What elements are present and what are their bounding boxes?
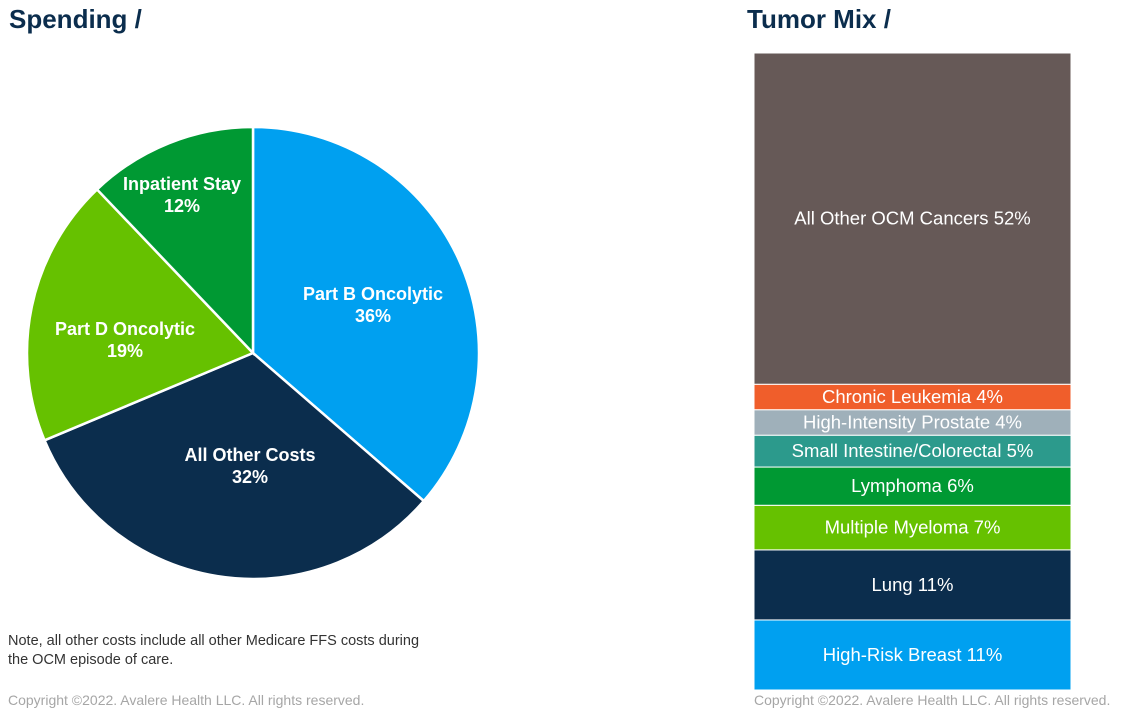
pie-value-all-other-costs: 32%: [232, 467, 268, 487]
segment-label-lung-11: Lung 11%: [872, 574, 954, 595]
segment-small-intestine-colorectal-5: [753, 434, 1072, 468]
segment-all-other-ocm-cancers-52: [753, 52, 1072, 385]
segment-label-lymphoma-6: Lymphoma 6%: [851, 475, 974, 496]
segment-high-risk-breast-11: [753, 619, 1072, 691]
segment-lymphoma-6: [753, 466, 1072, 506]
segment-lung-11: [753, 549, 1072, 621]
footnote: Note, all other costs include all other …: [8, 633, 420, 668]
copyright-left: Copyright ©2022. Avalere Health LLC. All…: [8, 692, 365, 708]
pie-value-part-d-oncolytic: 19%: [107, 341, 143, 361]
segment-chronic-leukemia-4: [753, 383, 1072, 411]
pie-label-part-b-oncolytic: Part B Oncolytic: [303, 284, 443, 304]
pie-value-inpatient-stay: 12%: [164, 196, 200, 216]
segment-label-chronic-leukemia-4: Chronic Leukemia 4%: [822, 386, 1003, 407]
tumor-mix-title: Tumor Mix /: [747, 4, 891, 34]
pie-slice-inpatient-stay: [95, 125, 255, 357]
copyright-right: Copyright ©2022. Avalere Health LLC. All…: [754, 692, 1111, 708]
pie-slice-part-b-oncolytic: [251, 125, 481, 503]
pie-slice-all-other-costs: [42, 351, 426, 581]
segment-high-intensity-prostate-4: [753, 409, 1072, 436]
segment-label-all-other-ocm-cancers-52: All Other OCM Cancers 52%: [794, 208, 1030, 229]
segment-label-multiple-myeloma-7: Multiple Myeloma 7%: [825, 517, 1001, 538]
spending-title: Spending /: [9, 4, 142, 34]
pie-label-inpatient-stay: Inpatient Stay: [123, 174, 241, 194]
segment-label-high-intensity-prostate-4: High-Intensity Prostate 4%: [803, 411, 1022, 432]
segment-label-high-risk-breast-11: High-Risk Breast 11%: [823, 644, 1003, 665]
pie-value-part-b-oncolytic: 36%: [355, 306, 391, 326]
pie-label-all-other-costs: All Other Costs: [184, 445, 315, 465]
pie-slice-part-d-oncolytic: [25, 187, 256, 442]
pie-label-part-d-oncolytic: Part D Oncolytic: [55, 319, 195, 339]
segment-label-small-intestine-colorectal-5: Small Intestine/Colorectal 5%: [792, 440, 1034, 461]
